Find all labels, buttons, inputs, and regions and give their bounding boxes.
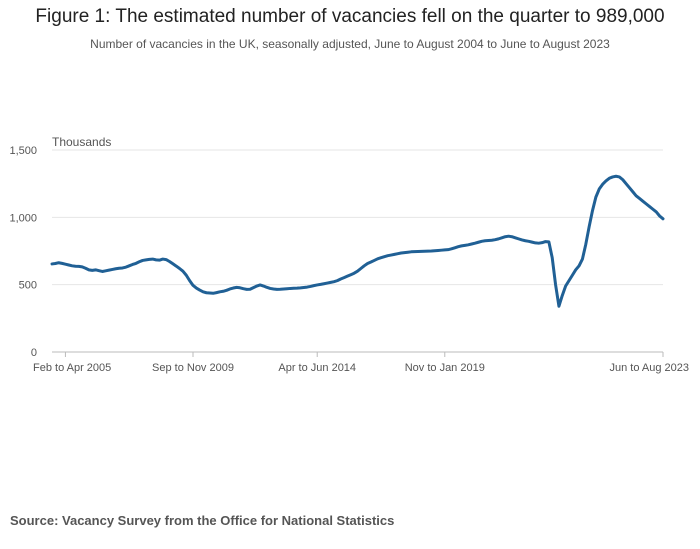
chart-title: Figure 1: The estimated number of vacanc…: [35, 6, 665, 27]
source-note: Source: Vacancy Survey from the Office f…: [10, 513, 395, 528]
y-axis-label: Thousands: [52, 135, 111, 149]
x-tick-label: Nov to Jan 2019: [405, 362, 485, 374]
x-axis-ticks: Feb to Apr 2005 Sep to Nov 2009 Apr to Jun…: [33, 352, 689, 374]
y-tick-label: 1,500: [9, 145, 37, 157]
y-tick-label: 500: [19, 280, 37, 292]
chart-subtitle: Number of vacancies in the UK, seasonall…: [90, 37, 610, 51]
y-tick-label: 1,000: [9, 212, 37, 224]
series-line-vacancies: [50, 174, 665, 308]
y-tick-label: 0: [31, 347, 37, 359]
x-tick-label: Sep to Nov 2009: [152, 362, 234, 374]
gridlines: [52, 149, 663, 286]
x-tick-label: Feb to Apr 2005: [33, 362, 111, 374]
x-tick-label: Apr to Jun 2014: [278, 362, 356, 374]
y-axis-ticks: 0 500 1,000 1,500: [9, 145, 37, 359]
x-tick-label: Jun to Aug 2023: [609, 362, 689, 374]
